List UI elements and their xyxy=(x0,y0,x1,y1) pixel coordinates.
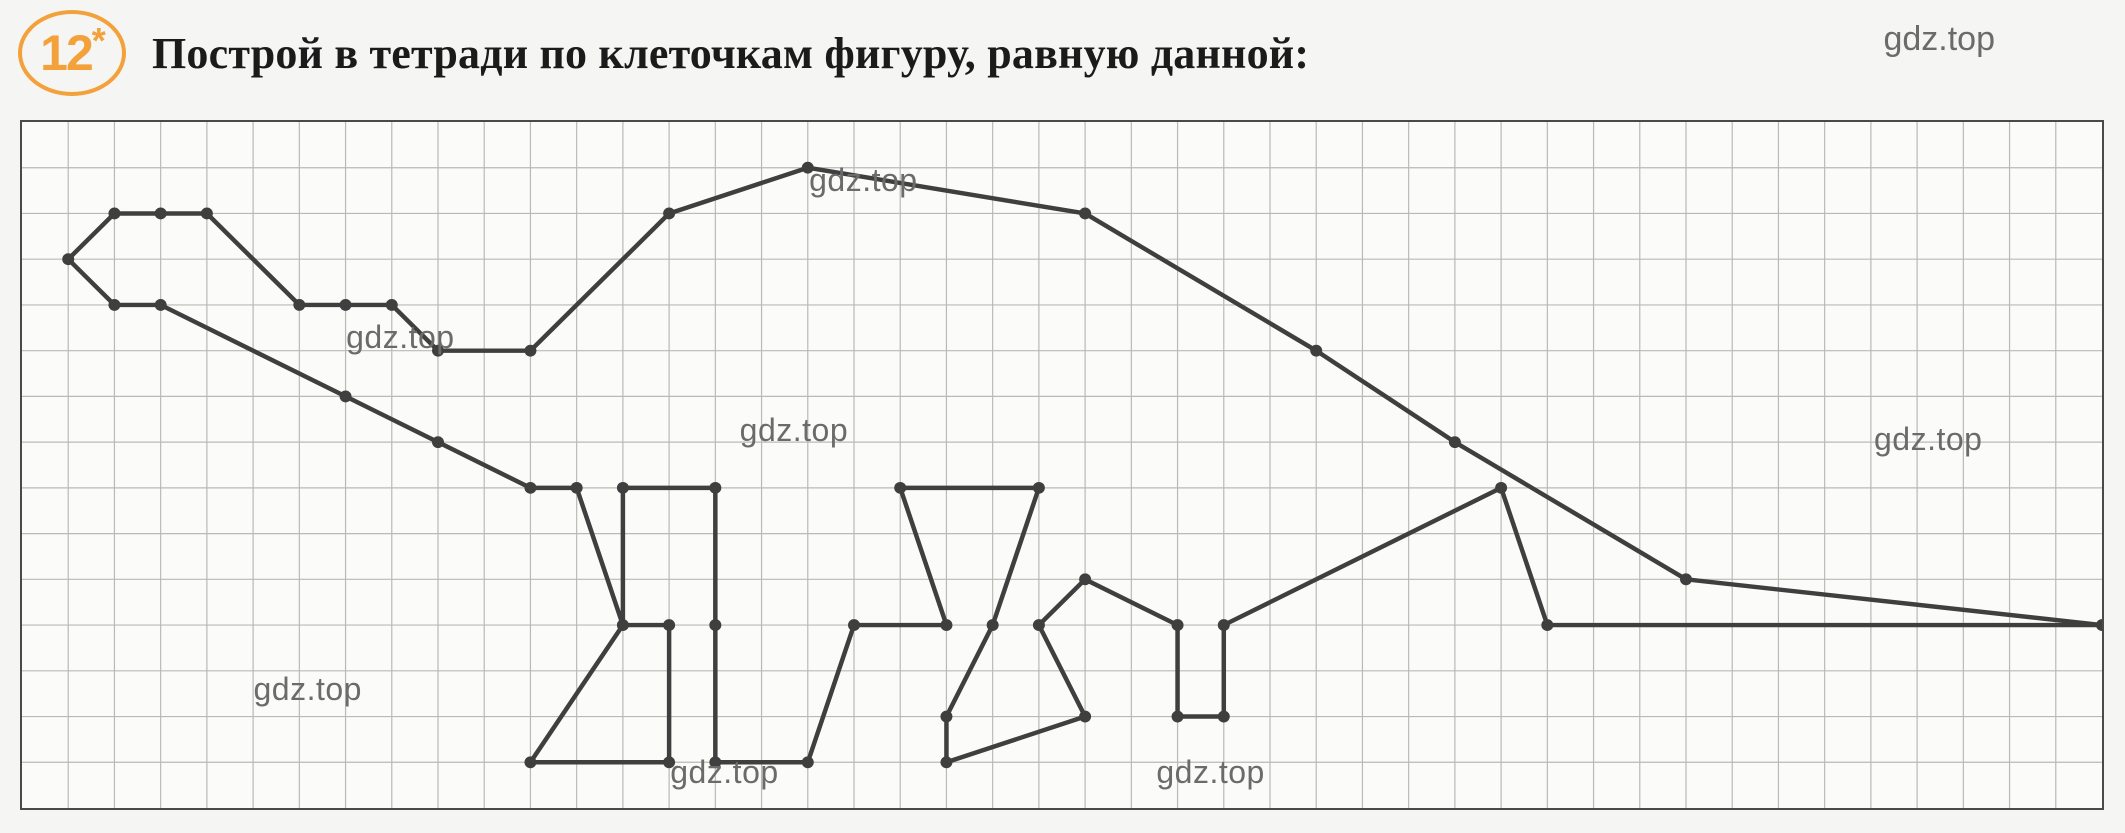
watermark-top: gdz.top xyxy=(1883,20,1995,59)
badge-number: 12 xyxy=(40,24,92,82)
grid-container: gdz.top gdz.top gdz.top gdz.top gdz.top gdz.t… xyxy=(20,120,2104,810)
watermark: gdz.top xyxy=(670,754,778,791)
watermark: gdz.top xyxy=(346,319,454,356)
prompt-text: Построй в тетради по клеточкам фигуру, р… xyxy=(152,28,1309,79)
watermark: gdz.top xyxy=(740,412,848,449)
watermark: gdz.top xyxy=(1874,421,1982,458)
problem-number-badge: 12* xyxy=(18,10,126,96)
watermark: gdz.top xyxy=(809,162,917,199)
watermark: gdz.top xyxy=(254,671,362,708)
watermark: gdz.top xyxy=(1156,754,1264,791)
badge-star: * xyxy=(92,20,104,62)
